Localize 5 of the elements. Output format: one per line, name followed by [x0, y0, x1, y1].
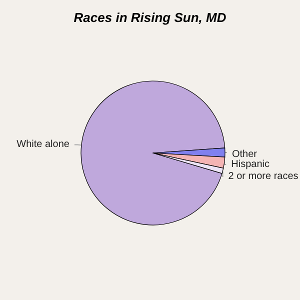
chart-title: Races in Rising Sun, MD — [74, 10, 227, 25]
slice-label: 2 or more races — [228, 170, 298, 182]
slice-label: Other — [232, 149, 258, 160]
slice-label: Hispanic — [231, 159, 270, 170]
slice-label: White alone — [16, 139, 70, 150]
